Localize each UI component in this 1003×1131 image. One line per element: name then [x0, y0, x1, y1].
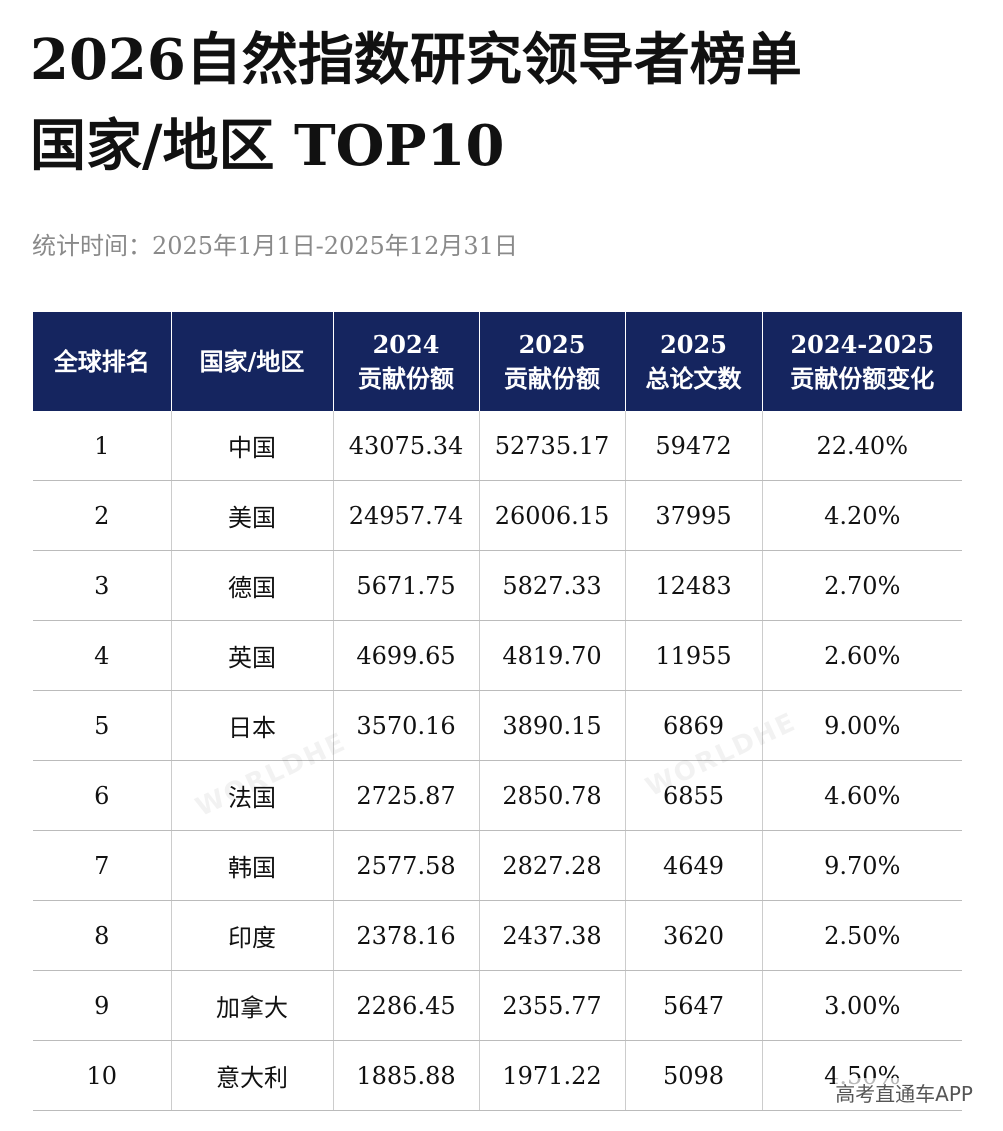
- header-line: 全球排名: [53, 346, 150, 376]
- table-cell: 4819.70: [478, 620, 625, 691]
- table-cell: 1971.22: [478, 1040, 625, 1111]
- table-cell: 2437.38: [478, 900, 625, 971]
- table-row: 2 美国 24957.74 26006.15 37995 4.20%: [33, 480, 962, 551]
- header-cell: 2024-2025 贡献份额变化: [761, 312, 962, 411]
- header-row: 全球排名 国家/地区 2024 贡献份额 2025 贡献份额 2025 总论文数 2024-20…: [33, 312, 962, 411]
- table-cell: 59472: [624, 411, 762, 481]
- table-cell: 10: [33, 1040, 171, 1111]
- table-cell: 3.00%: [761, 970, 962, 1041]
- header-cell: 2025 贡献份额: [478, 312, 625, 411]
- table-cell: 4.20%: [761, 480, 962, 551]
- subtitle: 统计时间：2025年1月1日-2025年12月31日: [32, 232, 518, 260]
- table-row: 4 英国 4699.65 4819.70 11955 2.60%: [33, 620, 962, 691]
- table-cell: 2577.58: [332, 830, 479, 901]
- table-row: 10 意大利 1885.88 1971.22 5098 4.50%: [33, 1040, 962, 1111]
- table-row: 7 韩国 2577.58 2827.28 4649 9.70%: [33, 830, 962, 901]
- header-line: 2025: [518, 329, 586, 359]
- table-cell: 2.70%: [761, 550, 962, 621]
- table-cell: 9.70%: [761, 830, 962, 901]
- table-cell: 8: [33, 900, 171, 971]
- table-cell: 2827.28: [478, 830, 625, 901]
- table-cell: 5671.75: [332, 550, 479, 621]
- table-cell: 意大利: [170, 1040, 333, 1111]
- header-cell: 2024 贡献份额: [332, 312, 479, 411]
- table-cell: 6855: [624, 760, 762, 831]
- table-cell: 22.40%: [761, 411, 962, 481]
- header-line: 总论文数: [645, 363, 742, 393]
- table-cell: 24957.74: [332, 480, 479, 551]
- table-cell: 德国: [170, 550, 333, 621]
- table-cell: 2355.77: [478, 970, 625, 1041]
- table-cell: 2.60%: [761, 620, 962, 691]
- ranking-table: 全球排名 国家/地区 2024 贡献份额 2025 贡献份额 2025 总论文数 2024-20…: [33, 312, 962, 1111]
- table-body: 1 中国 43075.34 52735.17 59472 22.40% 2 美国 24957.7…: [33, 411, 962, 1111]
- table-cell: 3570.16: [332, 690, 479, 761]
- table-cell: 1885.88: [332, 1040, 479, 1111]
- table-cell: 法国: [170, 760, 333, 831]
- table-row: 6 法国 2725.87 2850.78 6855 4.60%: [33, 760, 962, 831]
- table-cell: 9: [33, 970, 171, 1041]
- table-cell: 日本: [170, 690, 333, 761]
- table-cell: 5647: [624, 970, 762, 1041]
- table-row: 3 德国 5671.75 5827.33 12483 2.70%: [33, 550, 962, 621]
- header-cell: 2025 总论文数: [624, 312, 762, 411]
- table-cell: 4.60%: [761, 760, 962, 831]
- table-cell: 2.50%: [761, 900, 962, 971]
- table-cell: 52735.17: [478, 411, 625, 481]
- table-cell: 6869: [624, 690, 762, 761]
- table-cell: 美国: [170, 480, 333, 551]
- table-cell: 2378.16: [332, 900, 479, 971]
- table-cell: 2725.87: [332, 760, 479, 831]
- table-cell: 6: [33, 760, 171, 831]
- table-cell: 2: [33, 480, 171, 551]
- table-cell: 43075.34: [332, 411, 479, 481]
- table-cell: 5098: [624, 1040, 762, 1111]
- table-cell: 3: [33, 550, 171, 621]
- table-cell: 2286.45: [332, 970, 479, 1041]
- table-cell: 12483: [624, 550, 762, 621]
- footer-watermark: 高考直通车APP: [835, 1078, 973, 1107]
- title: 2026自然指数研究领导者榜单: [30, 27, 802, 93]
- table-cell: 3620: [624, 900, 762, 971]
- table-cell: 7: [33, 830, 171, 901]
- header-line: 贡献份额: [504, 363, 600, 393]
- table-row: 9 加拿大 2286.45 2355.77 5647 3.00%: [33, 970, 962, 1041]
- table-row: 5 日本 3570.16 3890.15 6869 9.00%: [33, 690, 962, 761]
- header-line: 2025: [660, 329, 727, 359]
- table-cell: 26006.15: [478, 480, 625, 551]
- table-cell: 5: [33, 690, 171, 761]
- header-line: 2024: [372, 329, 440, 359]
- table-cell: 4649: [624, 830, 762, 901]
- table-cell: 4699.65: [332, 620, 479, 691]
- header-cell: 国家/地区: [170, 312, 333, 411]
- table-cell: 3890.15: [478, 690, 625, 761]
- header-line: 2024-2025: [790, 329, 935, 359]
- table-cell: 中国: [170, 411, 333, 481]
- table-cell: 11955: [624, 620, 762, 691]
- table-cell: 4: [33, 620, 171, 691]
- table-cell: 韩国: [170, 830, 333, 901]
- table-cell: 2850.78: [478, 760, 625, 831]
- table-row: 1 中国 43075.34 52735.17 59472 22.40%: [33, 411, 962, 481]
- title: 国家/地区 TOP10: [30, 113, 505, 179]
- table-cell: 英国: [170, 620, 333, 691]
- table-row: 8 印度 2378.16 2437.38 3620 2.50%: [33, 900, 962, 971]
- table-cell: 1: [33, 411, 171, 481]
- table-cell: 加拿大: [170, 970, 333, 1041]
- header-line: 贡献份额: [358, 363, 454, 393]
- table-cell: 37995: [624, 480, 762, 551]
- header-line: 国家/地区: [199, 346, 305, 376]
- table-cell: 9.00%: [761, 690, 962, 761]
- header-cell: 全球排名: [33, 312, 171, 411]
- table-cell: 5827.33: [478, 550, 625, 621]
- table-cell: 印度: [170, 900, 333, 971]
- header-line: 贡献份额变化: [790, 363, 935, 393]
